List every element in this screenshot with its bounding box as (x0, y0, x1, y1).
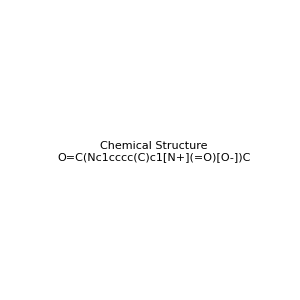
Text: Chemical Structure
O=C(Nc1cccc(C)c1[N+](=O)[O-])C: Chemical Structure O=C(Nc1cccc(C)c1[N+](… (57, 141, 250, 162)
